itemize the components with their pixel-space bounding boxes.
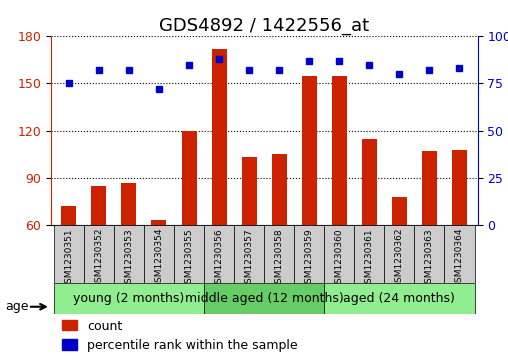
Title: GDS4892 / 1422556_at: GDS4892 / 1422556_at [159, 17, 369, 35]
Bar [332, 76, 347, 225]
FancyBboxPatch shape [324, 283, 474, 314]
Bar [242, 158, 257, 225]
FancyBboxPatch shape [144, 225, 174, 283]
FancyBboxPatch shape [264, 225, 294, 283]
Text: GSM1230360: GSM1230360 [335, 228, 344, 289]
Bar [392, 197, 407, 225]
Bar [121, 183, 137, 225]
Bar [61, 206, 76, 225]
Bar [302, 76, 317, 225]
Bar [91, 186, 106, 225]
Text: GSM1230362: GSM1230362 [395, 228, 404, 289]
Text: aged (24 months): aged (24 months) [343, 292, 455, 305]
FancyBboxPatch shape [204, 283, 324, 314]
FancyBboxPatch shape [174, 225, 204, 283]
Text: GSM1230359: GSM1230359 [305, 228, 314, 289]
Text: age: age [5, 300, 28, 313]
FancyBboxPatch shape [234, 225, 264, 283]
Text: GSM1230353: GSM1230353 [124, 228, 134, 289]
FancyBboxPatch shape [54, 283, 204, 314]
FancyBboxPatch shape [84, 225, 114, 283]
FancyBboxPatch shape [385, 225, 415, 283]
Text: GSM1230364: GSM1230364 [455, 228, 464, 289]
FancyBboxPatch shape [415, 225, 444, 283]
Text: middle aged (12 months): middle aged (12 months) [185, 292, 343, 305]
FancyBboxPatch shape [354, 225, 385, 283]
Text: GSM1230357: GSM1230357 [245, 228, 253, 289]
Bar [151, 220, 167, 225]
FancyBboxPatch shape [114, 225, 144, 283]
Bar [452, 150, 467, 225]
Text: GSM1230355: GSM1230355 [184, 228, 194, 289]
Text: GSM1230363: GSM1230363 [425, 228, 434, 289]
Bar [422, 151, 437, 225]
FancyBboxPatch shape [324, 225, 354, 283]
Text: GSM1230351: GSM1230351 [65, 228, 73, 289]
Text: GSM1230352: GSM1230352 [94, 228, 104, 289]
Bar [362, 139, 377, 225]
Text: young (2 months): young (2 months) [73, 292, 184, 305]
FancyBboxPatch shape [444, 225, 474, 283]
FancyBboxPatch shape [294, 225, 324, 283]
Text: GSM1230354: GSM1230354 [154, 228, 164, 289]
Text: GSM1230361: GSM1230361 [365, 228, 374, 289]
FancyBboxPatch shape [204, 225, 234, 283]
Bar [272, 154, 287, 225]
FancyBboxPatch shape [54, 225, 84, 283]
Legend: count, percentile rank within the sample: count, percentile rank within the sample [57, 314, 303, 357]
Text: GSM1230358: GSM1230358 [275, 228, 283, 289]
Text: GSM1230356: GSM1230356 [214, 228, 224, 289]
Bar [181, 131, 197, 225]
Bar [211, 49, 227, 225]
